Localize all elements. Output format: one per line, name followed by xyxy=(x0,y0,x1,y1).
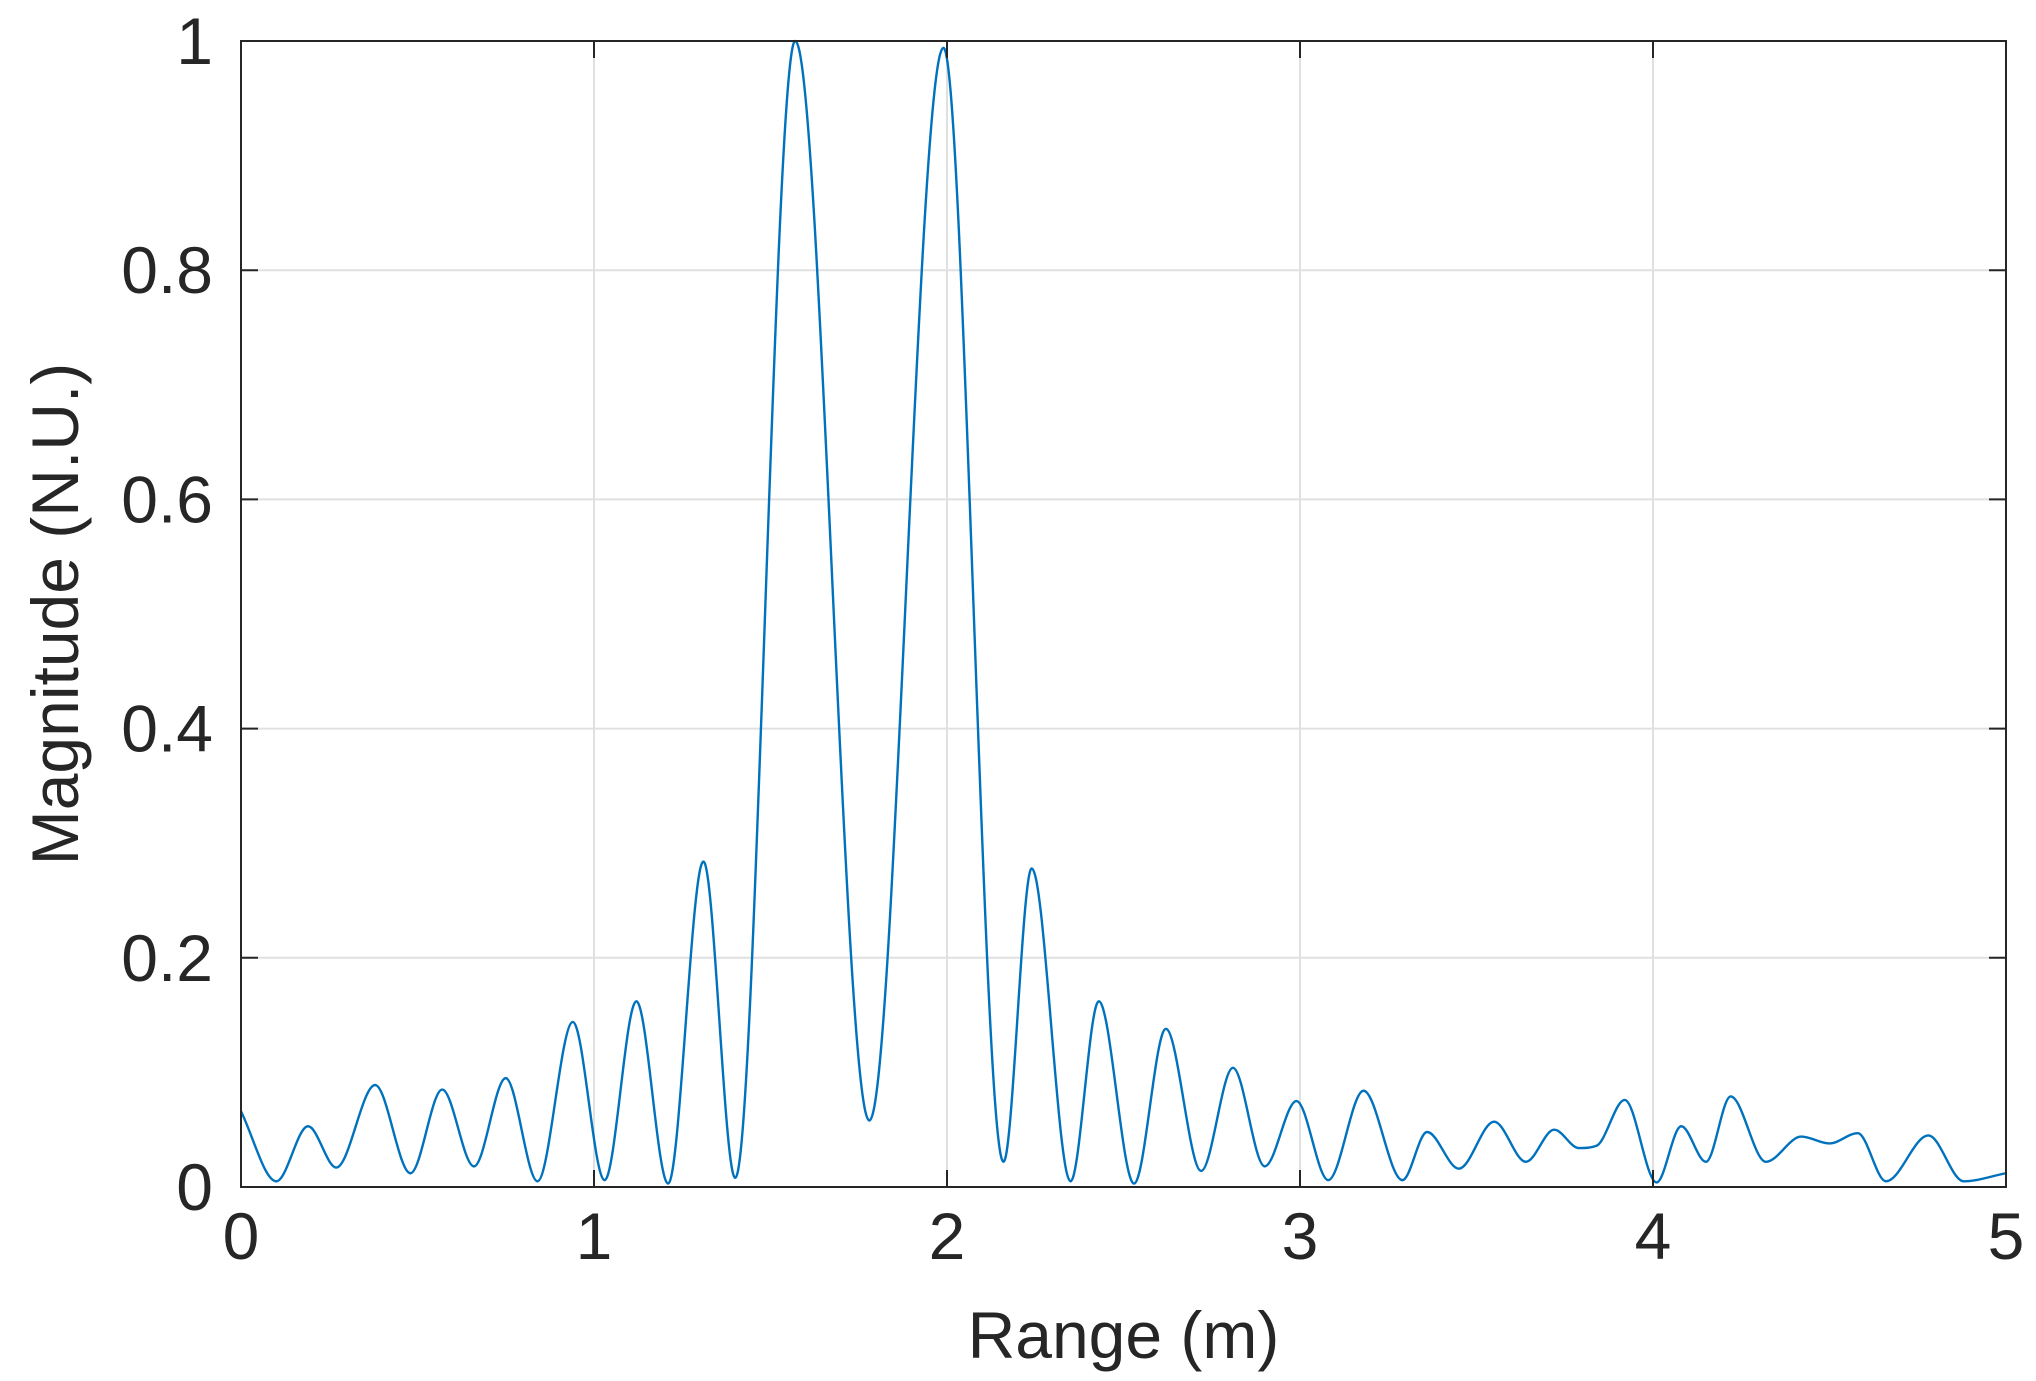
y-tick-label: 0.6 xyxy=(121,462,213,536)
plot-background xyxy=(241,41,2006,1187)
x-tick-label: 2 xyxy=(929,1199,966,1273)
y-axis-label: Magnitude (N.U.) xyxy=(18,363,92,866)
x-tick-labels: 0 1 2 3 4 5 xyxy=(223,1199,2025,1273)
tick-marks xyxy=(240,40,2007,1188)
x-tick-label: 3 xyxy=(1282,1199,1319,1273)
y-tick-label: 1 xyxy=(176,4,213,78)
y-tick-label: 0.4 xyxy=(121,692,213,766)
x-axis-label: Range (m) xyxy=(968,1298,1280,1372)
x-tick-label: 1 xyxy=(576,1199,613,1273)
x-tick-label: 5 xyxy=(1988,1199,2025,1273)
y-tick-label: 0.8 xyxy=(121,233,213,307)
x-tick-label: 4 xyxy=(1635,1199,1672,1273)
y-tick-labels: 0 0.2 0.4 0.6 0.8 1 xyxy=(121,4,213,1224)
plot-box xyxy=(240,40,2007,1188)
y-tick-label: 0.2 xyxy=(121,921,213,995)
series-line xyxy=(239,39,2007,1185)
x-tick-label: 0 xyxy=(223,1199,260,1273)
y-tick-label: 0 xyxy=(176,1150,213,1224)
